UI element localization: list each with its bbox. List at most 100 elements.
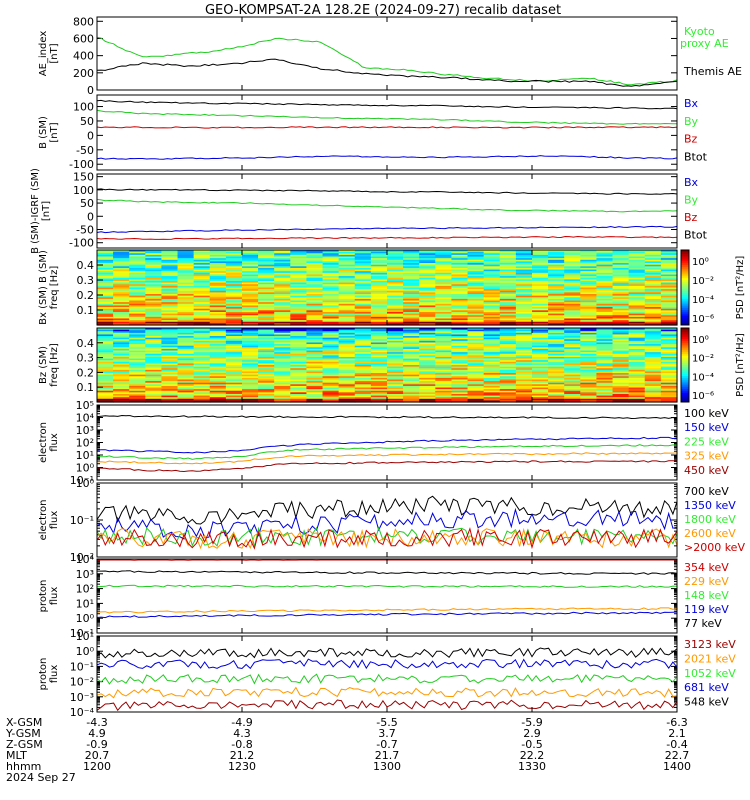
colorbar-step [681, 396, 689, 399]
heatmap-cell [435, 276, 453, 279]
heatmap-cell [612, 382, 630, 385]
heatmap-cell [515, 261, 533, 264]
heatmap-cell [145, 308, 163, 311]
heatmap-cell [258, 356, 275, 360]
heatmap-cell [370, 332, 388, 336]
heatmap-cell [580, 313, 598, 316]
heatmap-cell [290, 323, 308, 326]
heatmap-cell [129, 251, 146, 254]
heatmap-cell [387, 320, 404, 323]
heatmap-cell [177, 347, 195, 350]
heatmap-cell [387, 303, 404, 307]
heatmap-cell [193, 385, 211, 389]
heatmap-cell [515, 315, 533, 318]
heatmap-cell [660, 271, 678, 274]
heatmap-cell [370, 307, 388, 310]
heatmap-cell [258, 387, 275, 390]
heatmap-cell [322, 320, 340, 323]
heatmap-cell [177, 369, 195, 373]
heatmap-cell [129, 347, 146, 350]
heatmap-cell [225, 261, 243, 264]
heatmap-cell [209, 266, 227, 269]
heatmap-cell [564, 353, 581, 356]
y-tick-label: 50 [80, 197, 94, 210]
heatmap-cell [113, 381, 130, 384]
colorbar-step [681, 340, 689, 344]
heatmap-cell [97, 353, 114, 356]
heatmap-cell [354, 269, 372, 272]
heatmap-cell [612, 287, 630, 290]
heatmap-cell [97, 381, 114, 384]
heatmap-cell [451, 365, 469, 368]
heatmap-cell [532, 267, 549, 271]
heatmap-cell [193, 302, 211, 305]
heatmap-cell [483, 368, 501, 371]
colorbar-step [681, 348, 689, 351]
heatmap-cell [403, 292, 420, 295]
heatmap-cell [628, 263, 646, 266]
heatmap-cell [290, 336, 308, 339]
heatmap-cell [451, 345, 469, 348]
heatmap-cell [129, 395, 146, 398]
heatmap-cell [612, 298, 630, 302]
heatmap-cell [644, 331, 662, 334]
heatmap-cell [370, 342, 388, 345]
heatmap-cell [467, 331, 485, 334]
heatmap-cell [274, 328, 291, 331]
heatmap-cell [628, 381, 646, 384]
heatmap-cell [338, 339, 356, 342]
heatmap-cell [161, 345, 179, 348]
heatmap-cell [97, 368, 114, 371]
heatmap-cell [113, 259, 130, 263]
heatmap-cell [97, 250, 114, 253]
heatmap-cell [338, 263, 356, 266]
heatmap-cell [387, 315, 404, 318]
heatmap-cell [338, 274, 356, 277]
heatmap-cell [258, 251, 275, 254]
heatmap-cell [370, 294, 388, 297]
heatmap-cell [354, 263, 372, 266]
heatmap-cell [467, 303, 485, 307]
heatmap-cell [129, 285, 146, 289]
heatmap-cell [225, 366, 243, 369]
heatmap-cell [177, 271, 195, 274]
heatmap-cell [483, 374, 501, 377]
heatmap-cell [628, 300, 646, 303]
heatmap-cell [644, 356, 662, 360]
heatmap-cell [419, 387, 436, 390]
heatmap-cell [242, 292, 259, 295]
heatmap-cell [258, 337, 275, 340]
heatmap-cell [290, 353, 308, 356]
heatmap-cell [258, 282, 275, 285]
heatmap-cell [129, 390, 146, 393]
heatmap-cell [548, 261, 565, 264]
heatmap-cell [467, 332, 485, 336]
heatmap-cell [451, 316, 469, 320]
heatmap-cell [145, 382, 163, 385]
heatmap-cell [419, 334, 436, 337]
heatmap-cell [290, 350, 308, 353]
heatmap-cell [193, 310, 211, 313]
heatmap-cell [548, 295, 565, 298]
heatmap-cell [387, 336, 404, 339]
heatmap-cell [532, 363, 549, 366]
heatmap-cell [306, 251, 324, 254]
heatmap-cell [596, 395, 614, 398]
heatmap-cell [467, 297, 485, 300]
heatmap-cell [338, 350, 356, 353]
heatmap-cell [532, 376, 549, 379]
heatmap-cell [403, 336, 420, 339]
colorbar-step [681, 387, 689, 390]
heatmap-cell [660, 376, 678, 379]
heatmap-cell [548, 356, 565, 360]
heatmap-cell [644, 369, 662, 373]
heatmap-cell [290, 347, 308, 350]
heatmap-cell [338, 259, 356, 263]
heatmap-cell [177, 307, 195, 310]
heatmap-cell [483, 400, 501, 403]
heatmap-cell [435, 295, 453, 298]
heatmap-cell [370, 361, 388, 364]
heatmap-cell [467, 348, 485, 352]
heatmap-cell [274, 342, 291, 345]
y-tick-label: 10⁰ [76, 462, 95, 475]
